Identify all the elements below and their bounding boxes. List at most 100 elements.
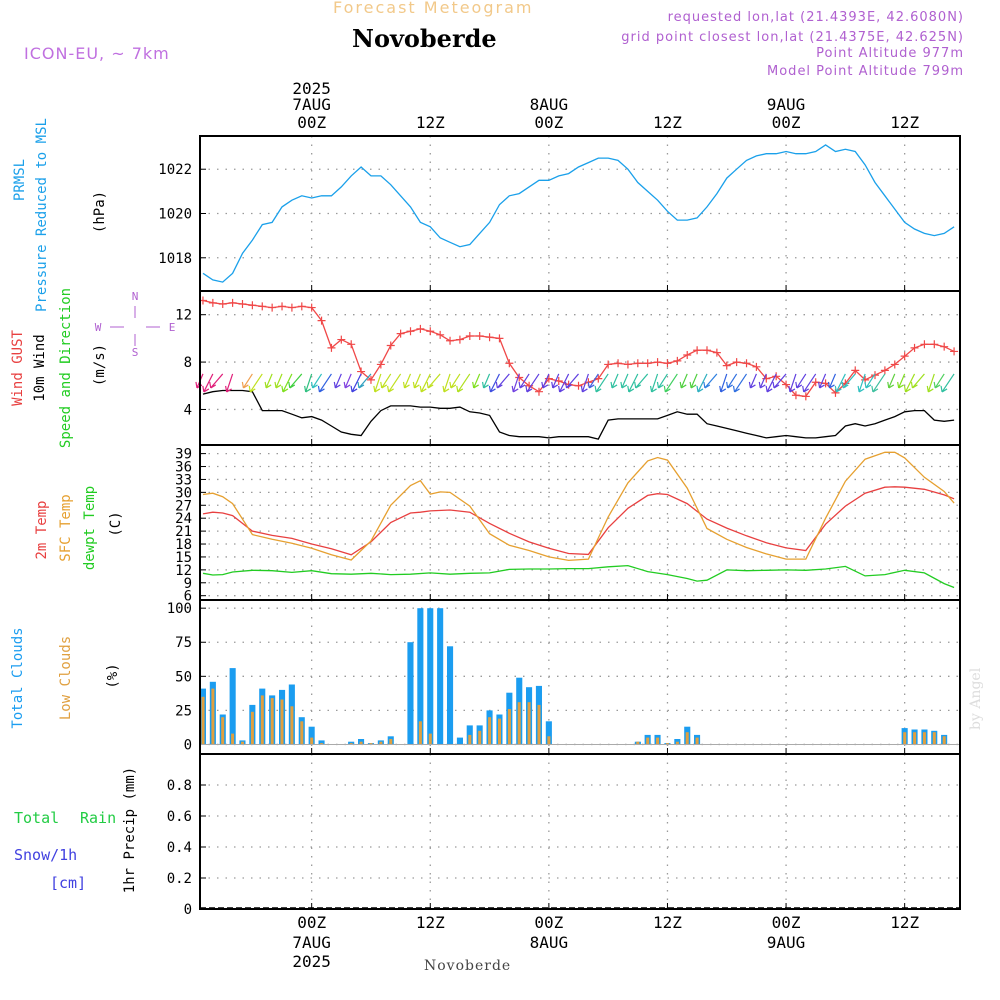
wind-arrow — [663, 373, 678, 393]
wind-arrow — [225, 373, 234, 393]
low-cloud-bar — [231, 733, 235, 745]
wind-arrow — [472, 373, 481, 389]
bottom-time-label: 12Z — [653, 913, 682, 932]
wind-arrow — [726, 373, 738, 389]
low-cloud-bar — [290, 706, 294, 745]
low-cloud-bar — [428, 733, 432, 745]
wind-arrow — [732, 373, 748, 393]
wind-arrow — [772, 373, 787, 389]
wind-arrow — [610, 373, 619, 389]
wind-arrow — [288, 373, 303, 389]
y-tick-label: 6 — [184, 589, 192, 605]
y-tick-label: 100 — [167, 601, 192, 617]
bottom-year-label: 2025 — [292, 952, 331, 971]
top-time-label: 00Z — [297, 113, 326, 132]
wind-arrow — [511, 373, 520, 393]
series-line-2m-temp — [202, 486, 955, 556]
low-cloud-bar — [646, 737, 650, 745]
wind-arrow — [897, 373, 906, 389]
y-tick-label: 18 — [175, 537, 192, 553]
gust-point — [663, 359, 672, 368]
point-altitude: Point Altitude 977m — [816, 46, 964, 61]
gust-point — [228, 298, 237, 307]
gust-point — [436, 330, 445, 339]
total-clouds-label: Total Clouds — [10, 627, 26, 728]
wind-arrow — [818, 373, 827, 389]
gust-point — [416, 324, 425, 333]
gust-point — [386, 341, 395, 350]
wind-arrow — [926, 373, 935, 393]
wind-arrow — [495, 373, 510, 389]
snow-unit-label: [cm] — [50, 874, 86, 892]
low-cloud-bar — [310, 737, 314, 745]
low-cloud-bar — [527, 702, 531, 745]
low-cloud-bar — [389, 739, 393, 745]
y-tick-label: 0.4 — [167, 840, 192, 856]
wind-arrow — [696, 373, 708, 393]
gust-point — [475, 332, 484, 341]
pressure-unit: (hPa) — [92, 191, 108, 233]
bottom-time-label: 12Z — [890, 913, 919, 932]
y-tick-label: 1018 — [158, 251, 192, 267]
wind-arrow — [834, 373, 846, 393]
wind-arrow — [248, 373, 263, 393]
y-tick-label: 24 — [175, 511, 192, 527]
y-tick-label: 4 — [184, 402, 192, 418]
y-tick-label: 0 — [184, 737, 192, 753]
gust-point — [574, 381, 583, 390]
y-tick-label: 21 — [175, 524, 192, 540]
low-clouds-label: Low Clouds — [58, 636, 74, 720]
wind-arrow — [456, 373, 471, 393]
gust-point — [930, 340, 939, 349]
wind-arrow — [426, 373, 441, 389]
wind-arrow — [551, 373, 560, 389]
low-cloud-bar — [280, 699, 284, 745]
gust-point — [297, 302, 306, 311]
gust-point — [920, 340, 929, 349]
gust-point — [307, 303, 316, 312]
gust-point — [712, 348, 721, 357]
panel-frame — [199, 444, 961, 601]
total-cloud-bar — [229, 668, 236, 745]
wind-arrow — [719, 373, 728, 393]
gust-point — [218, 300, 227, 309]
y-tick-label: 39 — [175, 447, 192, 463]
low-cloud-bar — [932, 732, 936, 745]
model-label: ICON-EU, ~ 7km — [24, 44, 170, 63]
gust-point — [722, 361, 731, 370]
series-line-10m-wind — [202, 389, 955, 440]
y-tick-label: 12 — [175, 308, 192, 324]
series-line-sfc-temp — [202, 451, 955, 562]
total-cloud-bar — [545, 721, 552, 745]
top-time-label: 12Z — [416, 113, 445, 132]
clouds-unit: (%) — [105, 663, 121, 688]
wind-arrow — [795, 373, 807, 389]
wind-arrow — [241, 373, 253, 389]
wind-arrow — [357, 373, 372, 389]
wind-unit: (m/s) — [92, 344, 108, 386]
low-cloud-bar — [498, 718, 501, 745]
compass-arrows-icon — [110, 306, 160, 346]
wind-panel: Wind GUST 10m Wind Speed and Direction (… — [10, 288, 961, 448]
wind-arrow — [841, 373, 856, 389]
chart-subtitle: Forecast Meteogram — [333, 0, 534, 17]
wind-arrow — [209, 373, 224, 389]
gust-point — [950, 347, 959, 356]
rain-label: Rain — [80, 809, 116, 827]
y-tick-label: 0.6 — [167, 809, 192, 825]
total-cloud-bar — [447, 646, 454, 745]
low-cloud-bar — [468, 734, 472, 745]
wind-arrow — [788, 373, 797, 393]
bottom-time-label: 00Z — [534, 913, 563, 932]
gust-point — [337, 335, 346, 344]
low-cloud-bar — [320, 743, 324, 745]
wind-arrow — [871, 373, 886, 393]
gust-point — [900, 352, 909, 361]
wind-10m-label: 10m Wind — [32, 334, 48, 401]
wind-arrow — [887, 373, 896, 389]
low-cloud-bar — [656, 737, 660, 745]
temperature-panel: 2m Temp SFC Temp dewpt Temp (C) 69121518… — [34, 444, 961, 605]
gust-point — [880, 366, 889, 375]
model-point-altitude: Model Point Altitude 799m — [767, 64, 964, 79]
wind-arrow — [333, 373, 342, 389]
